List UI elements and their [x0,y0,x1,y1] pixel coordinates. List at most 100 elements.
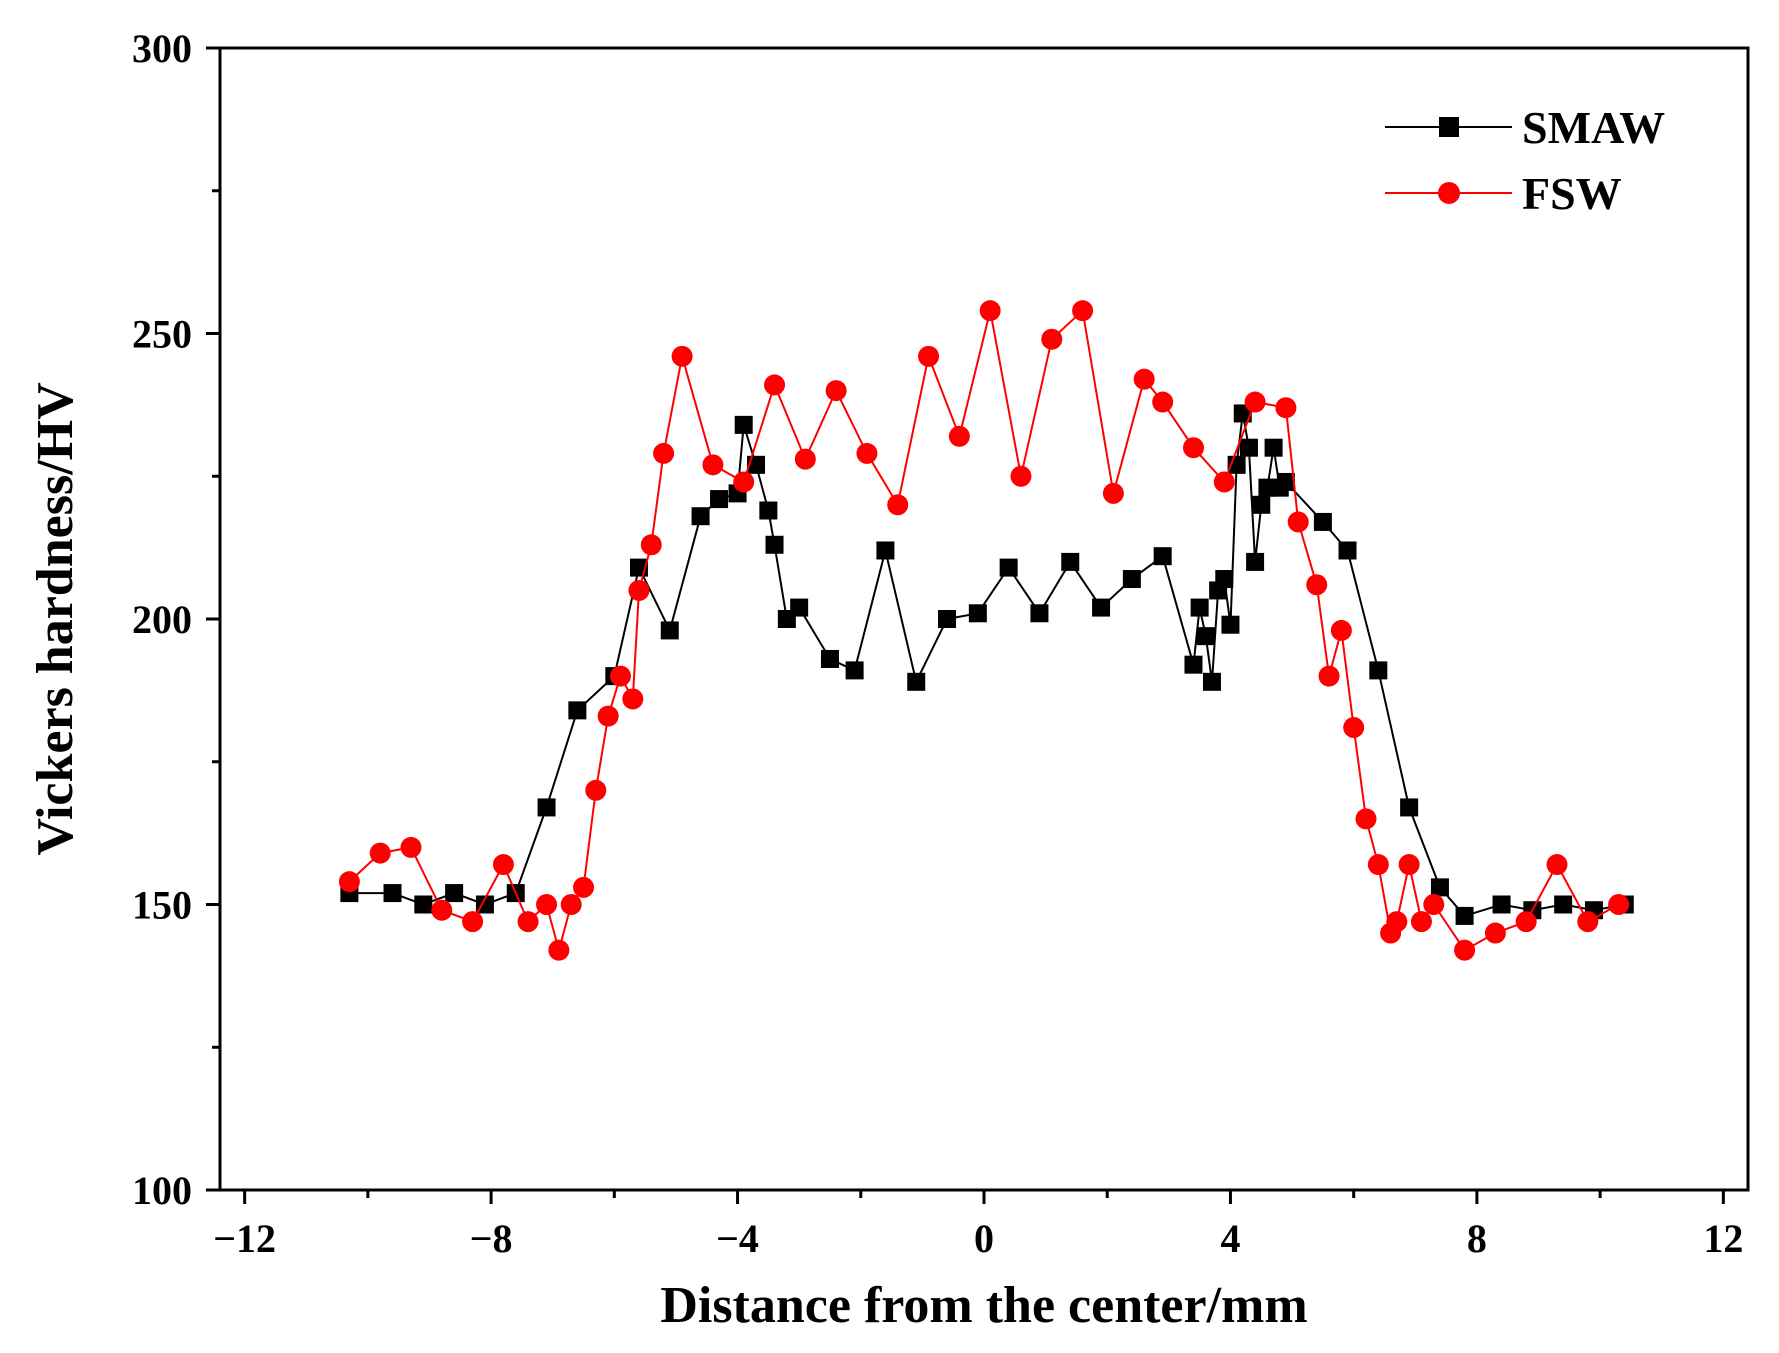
legend-label: FSW [1522,168,1622,219]
data-point [609,665,631,687]
data-point [1092,598,1111,617]
data-point [1246,552,1265,571]
data-point [1072,300,1094,322]
data-point [918,345,940,367]
data-point [1577,911,1599,933]
x-tick-label: −8 [470,1216,513,1261]
data-point [1454,939,1476,961]
data-point [660,621,679,640]
data-point [1010,465,1032,487]
data-point [1484,922,1506,944]
data-point [794,448,816,470]
data-point [1213,471,1235,493]
legend-marker [1438,182,1460,204]
data-point [820,649,839,668]
x-tick-label: 4 [1220,1216,1240,1261]
data-point [671,345,693,367]
legend-marker [1439,117,1459,137]
data-point [1190,598,1209,617]
data-point [765,535,784,554]
series-layer [338,300,1634,961]
data-point [1455,906,1474,925]
data-point [999,558,1018,577]
data-point [1215,570,1234,589]
data-point [825,380,847,402]
data-point [1492,895,1511,914]
data-point [548,939,570,961]
x-tick-label: 8 [1467,1216,1487,1261]
data-point [733,471,755,493]
data-point [764,374,786,396]
y-tick-label: 200 [132,597,192,642]
data-point [1546,854,1568,876]
data-point [876,541,895,560]
data-point [1410,911,1432,933]
data-point [1430,878,1449,897]
series-line [348,308,1620,955]
data-point [414,895,433,914]
data-point [597,705,619,727]
x-tick-label: 12 [1703,1216,1743,1261]
data-point [1152,391,1174,413]
data-point [585,779,607,801]
x-tick-label: −4 [716,1216,759,1261]
data-point [1338,541,1357,560]
data-point [537,798,556,817]
data-point [369,842,391,864]
data-point [1275,397,1297,419]
data-point [383,884,402,903]
data-point [691,507,710,526]
data-point [968,604,987,623]
data-point [536,894,558,915]
data-point [1423,894,1445,915]
data-point [1343,716,1365,738]
y-tick-label: 250 [132,312,192,357]
data-point [1196,627,1215,646]
x-tick-label: −12 [213,1216,276,1261]
data-point [1515,911,1537,933]
series-fsw [338,300,1630,961]
data-point [400,836,422,858]
data-point [1122,570,1141,589]
data-point [1133,368,1155,390]
x-tick-labels: −12 −8 −4 0 4 8 12 [213,1216,1743,1261]
data-point [1276,472,1295,491]
data-point [845,661,864,680]
data-point [759,501,778,520]
data-point [1061,552,1080,571]
data-point [856,442,878,464]
data-point [790,598,809,617]
data-point [1330,619,1352,641]
data-point [445,884,464,903]
data-point [710,490,729,509]
legend-item-fsw: FSW [1385,168,1622,219]
data-point [734,415,753,434]
data-point [1400,798,1419,817]
data-point [1369,661,1388,680]
data-point [653,442,675,464]
data-point [1398,854,1420,876]
data-point [431,899,453,921]
x-tick-label: 0 [974,1216,994,1261]
data-point [1239,438,1258,457]
data-point [338,871,360,893]
data-point [1184,655,1203,674]
data-point [1313,512,1332,531]
data-point [1318,665,1340,687]
data-point [462,911,484,933]
y-axis-title: Vickers hardness/HV [27,382,84,855]
data-point [1244,391,1266,413]
data-point [640,534,662,556]
data-point [1287,511,1309,533]
data-point [948,425,970,447]
data-point [1041,328,1063,350]
data-point [1252,495,1271,514]
data-point [1306,574,1328,596]
data-point [622,688,644,710]
data-point [1355,808,1377,830]
legend-item-smaw: SMAW [1385,102,1665,153]
axis-ticks [206,46,1725,1204]
data-point [1221,615,1240,634]
data-point [1182,437,1204,459]
